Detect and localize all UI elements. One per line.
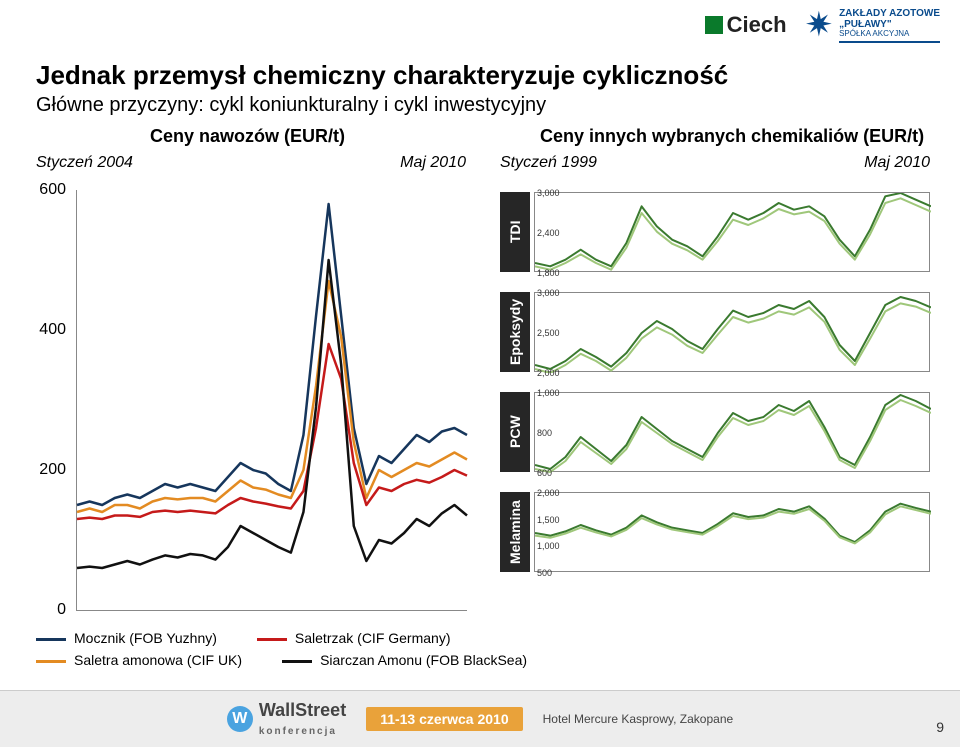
legend: Mocznik (FOB Yuzhny) Saletrzak (CIF Germ… [36,630,527,674]
legend-swatch [36,660,66,663]
mini-chart-tag: PCW [500,392,530,472]
mini-ytick-label: 2,500 [537,328,560,338]
legend-swatch [257,638,287,641]
mini-ytick-label: 1,000 [537,388,560,398]
right-date-axis: Styczeń 1999 Maj 2010 [500,154,930,172]
ytick-label: 0 [36,601,66,619]
mini-ytick-label: 3,000 [537,188,560,198]
series-line [77,204,467,505]
mini-ytick-label: 1,500 [537,515,560,525]
series-line [77,260,467,568]
ytick-label: 400 [36,321,66,339]
mini-chart-svg [535,293,931,373]
ciech-text: Ciech [727,12,787,38]
mini-ytick-label: 2,400 [537,228,560,238]
mini-series-line [535,400,931,472]
pulawy-logo: ✷ ZAKŁADY AZOTOWE „PUŁAWY" SPÓŁKA AKCYJN… [805,8,940,43]
legend-item: Mocznik (FOB Yuzhny) [36,630,217,646]
legend-item: Siarczan Amonu (FOB BlackSea) [282,652,527,668]
legend-item: Saletra amonowa (CIF UK) [36,652,242,668]
mini-ytick-label: 2,000 [537,368,560,378]
ytick-label: 600 [36,181,66,199]
mini-ytick-label: 2,000 [537,488,560,498]
logo-bar: Ciech ✷ ZAKŁADY AZOTOWE „PUŁAWY" SPÓŁKA … [705,8,940,43]
banner-date: 11-13 czerwca 2010 [366,707,522,731]
legend-swatch [282,660,312,663]
mini-chart-plot: 3,0002,5002,000 [534,292,930,372]
page-title: Jednak przemysł chemiczny charakteryzuje… [36,60,728,91]
mini-series-line [535,506,931,543]
page-subtitle: Główne przyczyny: cykl koniunkturalny i … [36,94,546,117]
legend-item: Saletrzak (CIF Germany) [257,630,451,646]
mini-ytick-label: 600 [537,468,552,478]
mini-chart-row: PCW1,000800600 [500,392,930,472]
right-column-label: Ceny innych wybranych chemikaliów (EUR/t… [540,126,924,147]
mini-chart-svg [535,393,931,473]
mini-chart-plot: 3,0002,4001,800 [534,192,930,272]
star-icon: ✷ [805,8,834,42]
mini-chart-tag: Melamina [500,492,530,572]
mini-series-line [535,395,931,469]
mini-chart-svg [535,493,931,573]
ciech-logo: Ciech [705,12,787,38]
wallstreet-logo: W WallStreet konferencja [227,700,346,739]
mini-chart-row: Epoksydy3,0002,5002,000 [500,292,930,372]
pulawy-text: ZAKŁADY AZOTOWE „PUŁAWY" SPÓŁKA AKCYJNA [839,8,940,43]
mini-chart-tag: TDI [500,192,530,272]
mini-ytick-label: 1,000 [537,541,560,551]
wallstreet-icon: W [227,706,253,732]
mini-ytick-label: 1,800 [537,268,560,278]
slide: Ciech ✷ ZAKŁADY AZOTOWE „PUŁAWY" SPÓŁKA … [0,0,960,747]
banner-hotel: Hotel Mercure Kasprowy, Zakopane [543,712,734,726]
mini-chart-row: TDI3,0002,4001,800 [500,192,930,272]
page-number: 9 [936,719,944,735]
mini-ytick-label: 800 [537,428,552,438]
mini-ytick-label: 3,000 [537,288,560,298]
mini-series-line [535,303,931,373]
legend-row: Mocznik (FOB Yuzhny) Saletrzak (CIF Germ… [36,630,527,646]
mini-chart-row: Melamina2,0001,5001,000500 [500,492,930,572]
mini-chart-plot: 1,000800600 [534,392,930,472]
ciech-square-icon [705,16,723,34]
mini-chart-svg [535,193,931,273]
legend-row: Saletra amonowa (CIF UK) Siarczan Amonu … [36,652,527,668]
mini-series-line [535,297,931,369]
mini-chart-tag: Epoksydy [500,292,530,372]
mini-chart-plot: 2,0001,5001,000500 [534,492,930,572]
left-date-axis: Styczeń 2004 Maj 2010 [36,154,466,172]
fertilizer-svg [77,190,467,610]
legend-swatch [36,638,66,641]
mini-ytick-label: 500 [537,568,552,578]
left-column-label: Ceny nawozów (EUR/t) [150,126,345,147]
fertilizer-chart: 0200400600 [36,190,466,610]
mini-series-line [535,504,931,542]
ytick-label: 200 [36,461,66,479]
fertilizer-plot-area [76,190,467,611]
bottom-banner: W WallStreet konferencja 11-13 czerwca 2… [0,690,960,747]
